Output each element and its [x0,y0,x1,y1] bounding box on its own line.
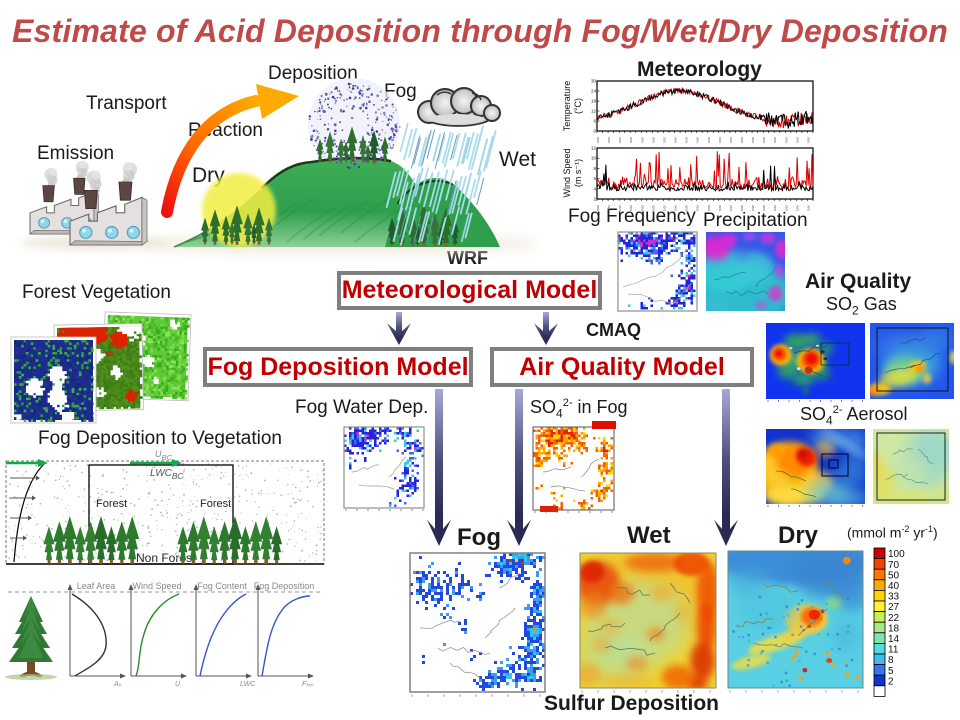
svg-text:4: 4 [593,186,596,191]
svg-text:8: 8 [888,655,894,666]
svg-text:10: 10 [591,156,597,161]
svg-text:0601: 0601 [629,205,633,212]
svg-text:0601: 0601 [795,137,799,144]
svg-text:27: 27 [888,602,900,613]
svg-text:100: 100 [888,549,905,560]
svg-text:2: 2 [888,676,894,687]
svg-text:0801: 0801 [696,137,700,144]
svg-text:0001: 0001 [596,137,600,144]
svg-text:0201: 0201 [718,205,722,212]
svg-text:0001: 0001 [762,205,766,212]
svg-text:14: 14 [888,634,900,645]
svg-text:0601: 0601 [795,205,799,212]
svg-text:0001: 0001 [596,205,600,212]
svg-text:0201: 0201 [663,137,667,144]
svg-text:70: 70 [888,560,900,571]
svg-text:0201: 0201 [663,205,667,212]
svg-text:12: 12 [591,146,597,151]
svg-text:0001: 0001 [707,137,711,144]
svg-text:18: 18 [888,623,900,634]
svg-text:0601: 0601 [685,137,689,144]
svg-text:0601: 0601 [685,205,689,212]
svg-text:8: 8 [593,166,596,171]
svg-text:50: 50 [888,570,900,581]
svg-text:0601: 0601 [740,205,744,212]
svg-text:0801: 0801 [807,205,811,212]
svg-text:0401: 0401 [784,205,788,212]
svg-text:0801: 0801 [640,137,644,144]
svg-text:0401: 0401 [618,137,622,144]
svg-text:0601: 0601 [629,137,633,144]
svg-text:0401: 0401 [674,205,678,212]
svg-text:0201: 0201 [607,205,611,212]
svg-text:0601: 0601 [740,137,744,144]
svg-text:12: 12 [591,109,597,114]
svg-text:24: 24 [591,89,597,94]
svg-text:33: 33 [888,592,900,603]
svg-text:0001: 0001 [651,205,655,212]
svg-text:6: 6 [593,119,596,124]
svg-text:0001: 0001 [707,205,711,212]
svg-text:6: 6 [593,176,596,181]
svg-text:0201: 0201 [773,137,777,144]
svg-text:(°C): (°C) [573,98,583,114]
svg-text:0001: 0001 [762,137,766,144]
svg-text:0: 0 [593,129,596,134]
svg-text:0801: 0801 [751,205,755,212]
svg-text:Wind Speed: Wind Speed [562,148,572,197]
svg-text:0401: 0401 [618,205,622,212]
svg-text:0201: 0201 [607,137,611,144]
svg-text:5: 5 [888,666,894,677]
svg-text:0401: 0401 [729,205,733,212]
svg-text:0801: 0801 [807,137,811,144]
svg-text:0801: 0801 [640,205,644,212]
svg-text:2: 2 [593,197,596,202]
svg-text:18: 18 [591,99,597,104]
svg-text:22: 22 [888,613,900,624]
svg-text:0201: 0201 [718,137,722,144]
svg-text:0001: 0001 [651,137,655,144]
svg-text:0801: 0801 [751,137,755,144]
svg-text:40: 40 [888,581,900,592]
svg-text:0401: 0401 [674,137,678,144]
svg-text:0401: 0401 [784,137,788,144]
svg-text:30: 30 [591,79,597,84]
svg-text:0401: 0401 [729,137,733,144]
svg-text:Temperature: Temperature [562,81,572,132]
svg-text:11: 11 [888,645,899,656]
svg-text:0201: 0201 [773,205,777,212]
svg-text:(m s⁻¹): (m s⁻¹) [573,159,583,187]
svg-text:0801: 0801 [696,205,700,212]
